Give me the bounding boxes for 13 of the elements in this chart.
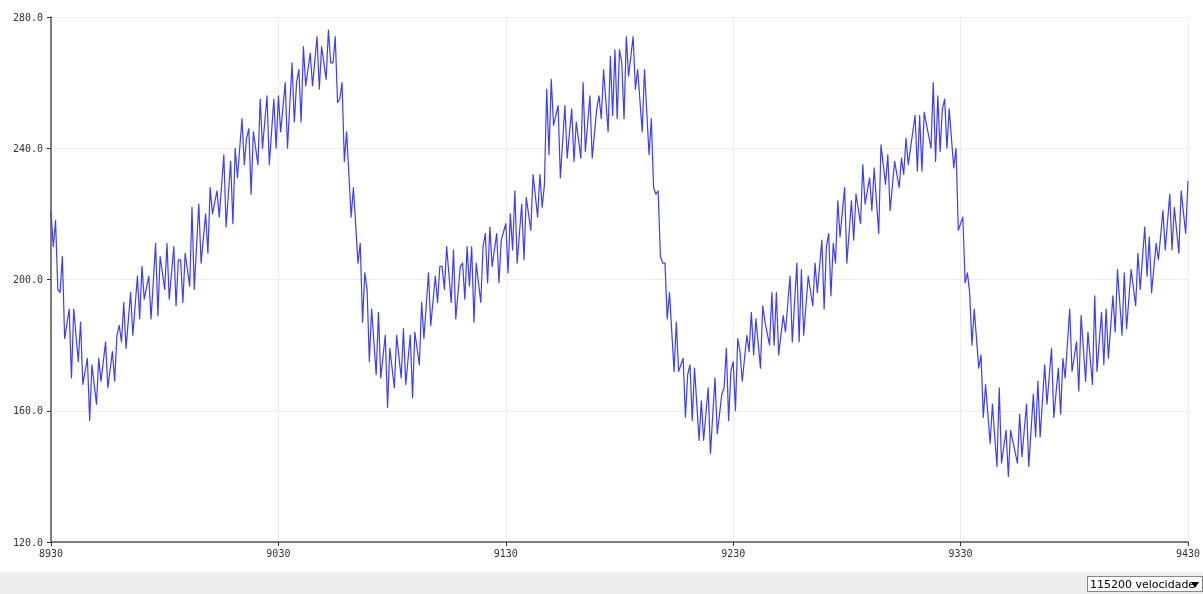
x-tick-label: 9430: [1175, 547, 1201, 559]
x-tick-label: 9030: [266, 547, 291, 559]
text: 115200 velocidade: [1090, 578, 1196, 591]
y-tick-label: 160.0: [12, 405, 43, 417]
y-tick-label: 240.0: [12, 142, 43, 154]
line-series: [50, 29, 1189, 477]
x-tick-label: 9230: [721, 547, 746, 559]
x-tick-label: 9130: [493, 547, 518, 559]
y-tick-label: 120.0: [12, 536, 43, 548]
y-tick-label: 280.0: [12, 11, 43, 23]
x-tick-label: 9330: [948, 547, 973, 559]
y-tick-label: 200.0: [12, 274, 43, 285]
x-tick-label: 8930: [38, 547, 64, 559]
